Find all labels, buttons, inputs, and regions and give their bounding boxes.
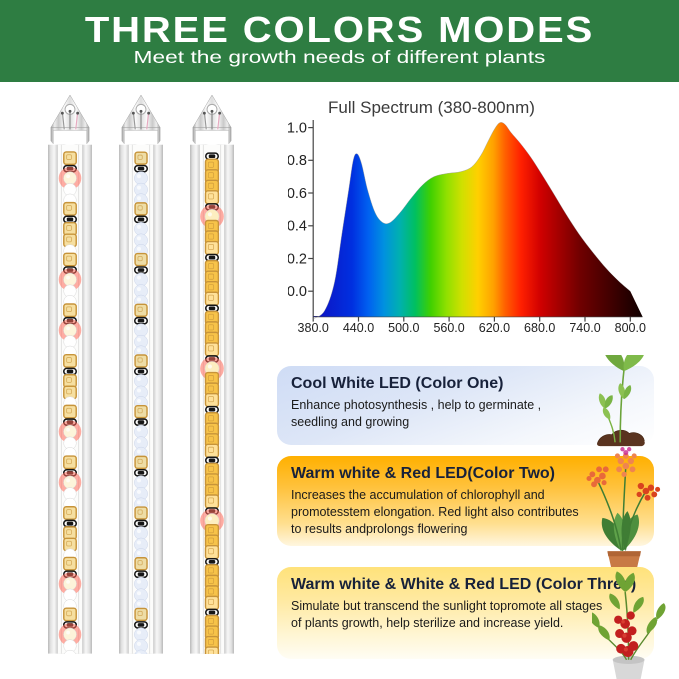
svg-text:440.0: 440.0 — [343, 321, 374, 335]
svg-text:560.0: 560.0 — [433, 321, 464, 335]
svg-text:620.0: 620.0 — [479, 321, 510, 335]
svg-text:0.0: 0.0 — [288, 284, 307, 300]
svg-text:1.0: 1.0 — [288, 121, 307, 137]
svg-text:0.8: 0.8 — [288, 153, 307, 169]
svg-text:680.0: 680.0 — [524, 321, 555, 335]
svg-text:0.6: 0.6 — [288, 186, 307, 202]
svg-text:800.0: 800.0 — [615, 321, 646, 335]
svg-text:740.0: 740.0 — [569, 321, 600, 335]
svg-text:500.0: 500.0 — [388, 321, 419, 335]
svg-text:0.2: 0.2 — [288, 251, 307, 267]
svg-text:380.0: 380.0 — [298, 321, 329, 335]
svg-text:0.4: 0.4 — [288, 219, 307, 235]
